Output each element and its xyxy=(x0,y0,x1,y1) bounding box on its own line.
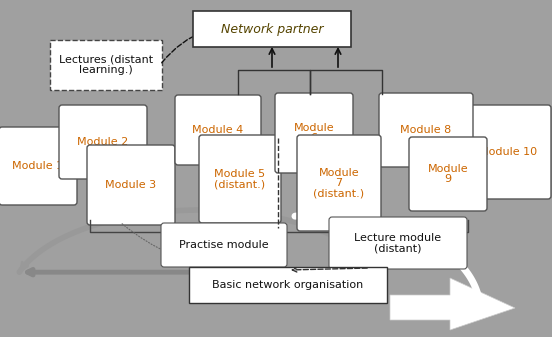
FancyBboxPatch shape xyxy=(199,135,281,223)
Text: Module: Module xyxy=(428,164,468,174)
FancyBboxPatch shape xyxy=(329,217,467,269)
FancyBboxPatch shape xyxy=(275,93,353,173)
Text: Network partner: Network partner xyxy=(221,23,323,35)
FancyBboxPatch shape xyxy=(465,105,551,199)
Text: Module 10: Module 10 xyxy=(479,147,537,157)
FancyBboxPatch shape xyxy=(50,40,162,90)
FancyBboxPatch shape xyxy=(297,135,381,231)
Text: Module 4: Module 4 xyxy=(193,125,243,135)
FancyBboxPatch shape xyxy=(59,105,147,179)
Text: (distant.): (distant.) xyxy=(314,188,364,198)
Text: Module 5: Module 5 xyxy=(214,169,266,179)
Text: Lectures (distant: Lectures (distant xyxy=(59,55,153,65)
Text: Basic network organisation: Basic network organisation xyxy=(213,280,364,290)
Text: learning.): learning.) xyxy=(79,65,133,75)
Text: Module 2: Module 2 xyxy=(77,137,129,147)
Text: (distant.): (distant.) xyxy=(214,179,266,189)
Text: 9: 9 xyxy=(444,174,452,184)
FancyBboxPatch shape xyxy=(379,93,473,167)
Text: 7: 7 xyxy=(336,178,343,188)
Polygon shape xyxy=(390,278,515,330)
Text: Lecture module: Lecture module xyxy=(354,233,442,243)
FancyBboxPatch shape xyxy=(175,95,261,165)
Text: 6: 6 xyxy=(310,133,317,143)
Text: (distant): (distant) xyxy=(374,243,422,253)
FancyBboxPatch shape xyxy=(409,137,487,211)
Text: Module: Module xyxy=(294,123,335,133)
FancyBboxPatch shape xyxy=(161,223,287,267)
FancyBboxPatch shape xyxy=(193,11,351,47)
Text: Module: Module xyxy=(319,167,359,178)
FancyBboxPatch shape xyxy=(87,145,175,225)
FancyBboxPatch shape xyxy=(189,267,387,303)
Text: Module 8: Module 8 xyxy=(400,125,452,135)
FancyBboxPatch shape xyxy=(0,127,77,205)
Text: Practise module: Practise module xyxy=(179,240,269,250)
Text: Module 3: Module 3 xyxy=(105,180,157,190)
Text: Module 1: Module 1 xyxy=(13,161,63,171)
